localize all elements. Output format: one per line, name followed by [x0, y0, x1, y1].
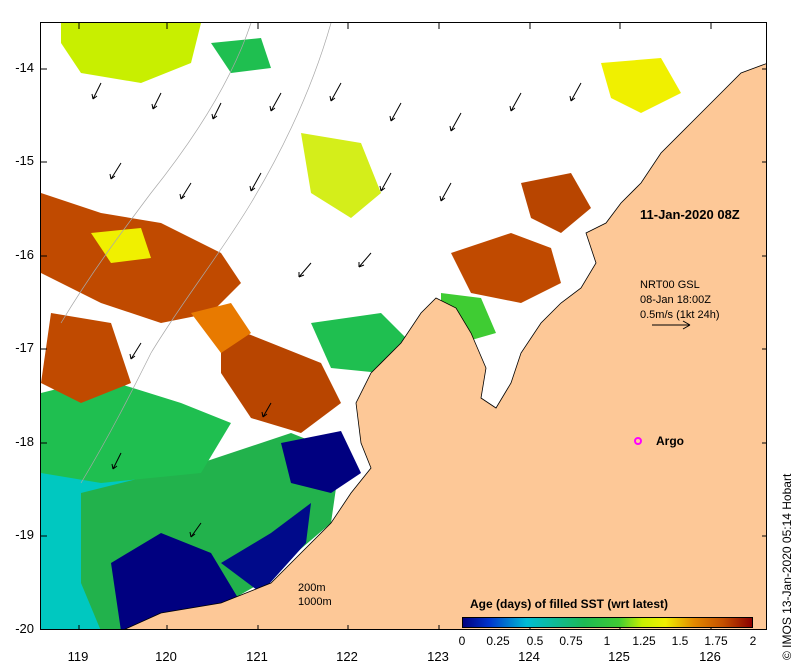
colorbar-tick: 1 — [603, 634, 611, 648]
y-tick-label: -16 — [15, 247, 34, 262]
reference-arrow-icon — [652, 320, 691, 330]
x-tick-label: 121 — [246, 649, 268, 664]
current-vector — [129, 342, 142, 360]
x-tick-label: 122 — [336, 649, 358, 664]
current-vector — [179, 182, 192, 200]
current-vector — [329, 82, 342, 102]
current-vector — [569, 82, 582, 102]
x-tick-label: 125 — [608, 649, 630, 664]
y-tick-label: -20 — [15, 621, 34, 636]
patch-age-2-sw — [41, 313, 131, 403]
colorbar-tick: 1.25 — [632, 634, 656, 648]
current-vector — [151, 92, 162, 110]
current-vector — [509, 92, 522, 112]
patch-age-orange — [191, 303, 251, 353]
colorbar-tick: 0.5 — [526, 634, 544, 648]
patch-age-2-center — [221, 323, 341, 433]
patch-age-green-west — [41, 378, 231, 483]
colorbar-tick: 0 — [458, 634, 466, 648]
current-vector — [379, 172, 392, 192]
x-tick-label: 119 — [67, 649, 89, 664]
y-tick-label: -18 — [15, 434, 34, 449]
patch-age-yellow-ne — [601, 58, 681, 113]
current-vector — [389, 102, 402, 122]
patch-age-0-east — [281, 431, 361, 493]
patch-age-green-n — [211, 38, 271, 73]
vector-source: NRT00 GSL — [640, 279, 700, 291]
patch-age-yellowgreen-n — [61, 23, 201, 83]
credit-text: © IMOS 13-Jan-2020 05:14 Hobart — [780, 473, 794, 660]
argo-float-marker — [634, 437, 642, 445]
current-vector — [449, 112, 462, 132]
current-vector — [109, 162, 122, 180]
contour-200m — [80, 23, 332, 484]
colorbar-tick: 1.5 — [671, 634, 689, 648]
reference-vector-info: NRT00 GSL 08-Jan 18:00Z 0.5m/s (1kt 24h) — [640, 278, 719, 323]
current-vector — [111, 452, 122, 470]
current-vector — [358, 252, 372, 268]
patch-age-2-ne2 — [521, 173, 591, 233]
current-vector — [189, 522, 202, 538]
sst-patches — [41, 23, 681, 629]
current-vector — [211, 102, 222, 120]
vector-time: 08-Jan 18:00Z — [640, 294, 711, 306]
contour-legend-1000m: 1000m — [298, 596, 332, 608]
x-tick-label: 126 — [699, 649, 721, 664]
patch-age-0-coast — [221, 503, 311, 593]
current-vectors — [91, 82, 582, 538]
map-frame — [40, 22, 767, 630]
y-tick-label: -19 — [15, 527, 34, 542]
x-tick-label: 124 — [518, 649, 540, 664]
current-vector — [298, 262, 312, 278]
colorbar — [462, 617, 753, 628]
colorbar-tick: 2 — [749, 634, 757, 648]
current-vector — [249, 172, 262, 192]
current-vector — [261, 402, 272, 418]
y-tick-label: -17 — [15, 340, 34, 355]
argo-label: Argo — [656, 434, 684, 448]
y-tick-label: -14 — [15, 60, 34, 75]
land-mass — [124, 63, 766, 629]
colorbar-tick: 1.75 — [704, 634, 728, 648]
axis-ticks — [41, 23, 766, 629]
patch-age-yellowgreen-c — [301, 133, 381, 218]
x-tick-label: 120 — [155, 649, 177, 664]
y-tick-label: -15 — [15, 153, 34, 168]
contour-legend: 200m 1000m — [298, 581, 332, 609]
colorbar-title: Age (days) of filled SST (wrt latest) — [470, 597, 669, 611]
current-vector — [91, 82, 102, 100]
x-tick-label: 123 — [427, 649, 449, 664]
current-vector — [269, 92, 282, 112]
colorbar-tick: 0.75 — [559, 634, 583, 648]
map-canvas — [41, 23, 766, 629]
current-vector — [439, 182, 452, 202]
patch-age-2-northeast — [451, 233, 561, 303]
colorbar-tick: 0.25 — [486, 634, 510, 648]
contour-legend-200m: 200m — [298, 582, 326, 594]
timestamp-label: 11-Jan-2020 08Z — [640, 207, 740, 222]
bathymetry-contours — [60, 23, 332, 484]
vector-scale: 0.5m/s (1kt 24h) — [640, 309, 720, 321]
contour-1000m — [60, 23, 252, 324]
